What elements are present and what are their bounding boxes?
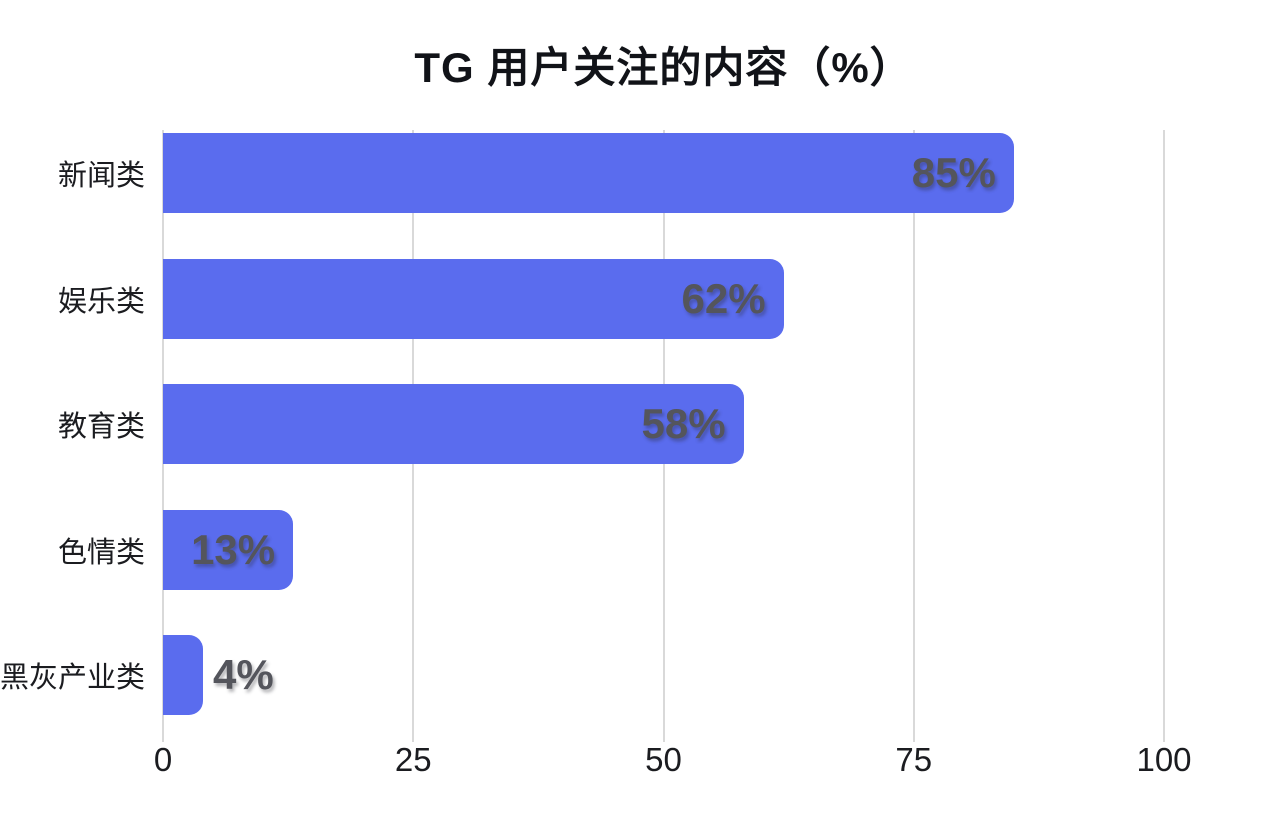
bar-row: 85% <box>163 133 1164 213</box>
x-tick-label: 25 <box>394 741 432 778</box>
bar-row: 13% <box>163 509 1164 590</box>
x-tick-label: 100 <box>1136 741 1192 778</box>
category-label: 娱乐类 <box>57 285 145 318</box>
plot-area: 85% 62% 58% 13% 4% <box>162 130 1165 742</box>
value-label: 4% <box>213 651 274 698</box>
bar <box>163 635 204 715</box>
value-label: 85% <box>911 149 996 196</box>
gridline-100 <box>1163 130 1165 742</box>
bar: 85% <box>163 133 1014 213</box>
gridline-75 <box>912 130 915 742</box>
x-tick-label: 50 <box>645 741 682 778</box>
bar-row: 58% <box>163 384 1164 464</box>
x-tick-label: 0 <box>153 741 173 778</box>
x-tick-label: 75 <box>895 741 933 778</box>
category-label: 黑灰产业类 <box>0 662 145 694</box>
category-label: 新闻类 <box>57 160 145 192</box>
value-label: 58% <box>641 400 726 447</box>
bar: 13% <box>163 509 294 590</box>
value-label: 62% <box>681 274 766 322</box>
category-label: 教育类 <box>57 411 145 443</box>
bar: 62% <box>163 258 784 339</box>
value-label: 13% <box>191 525 276 573</box>
bar: 58% <box>163 384 744 464</box>
bar-row: 4% <box>163 635 1164 715</box>
category-label: 色情类 <box>57 536 145 569</box>
bar-row: 62% <box>163 258 1164 339</box>
chart-title: TG 用户关注的内容（%） <box>414 44 913 91</box>
